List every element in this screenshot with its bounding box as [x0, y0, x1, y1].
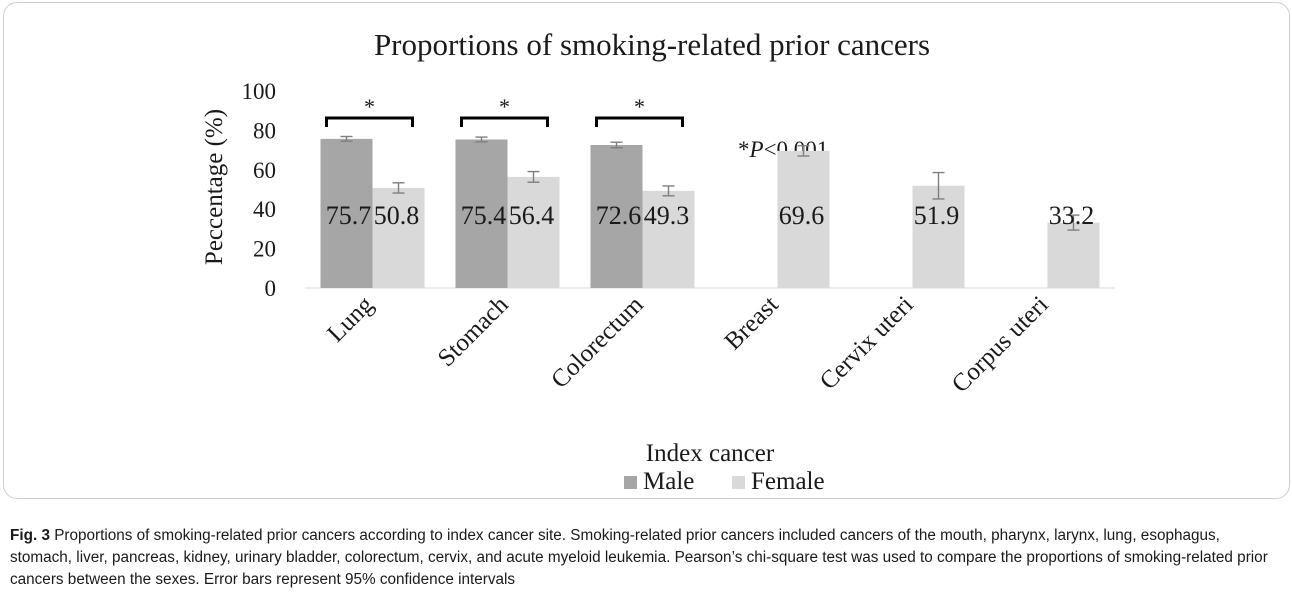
legend-label-female: Female [751, 468, 825, 495]
significance-marker: * [634, 94, 645, 119]
legend-label-male: Male [643, 468, 694, 495]
data-label-female: 33.2 [1049, 201, 1095, 230]
chart-title: Proportions of smoking-related prior can… [374, 27, 930, 62]
x-tick-label: Lung [322, 291, 379, 348]
legend-swatch-female [732, 476, 745, 489]
figure-caption: Fig. 3 Proportions of smoking-related pr… [10, 525, 1272, 591]
significance-marker: * [364, 94, 375, 119]
data-label-female: 56.4 [509, 201, 555, 230]
data-label-female: 69.6 [779, 201, 825, 230]
x-tick-label: Colorectum [546, 291, 649, 394]
y-tick-label: 60 [253, 158, 276, 183]
data-label-male: 75.7 [326, 201, 372, 230]
annotation-prefix: * [738, 137, 750, 162]
data-label-female: 49.3 [644, 201, 690, 230]
y-tick-label: 100 [242, 79, 277, 104]
bar-female [372, 187, 425, 288]
significance-marker: * [499, 94, 510, 119]
x-tick-label: Stomach [433, 291, 514, 372]
bar-female [1047, 222, 1100, 288]
bars-group: 75.7 50.8 * 75.4 56.4 * 72.6 49.3 * 69.6 51.9 33.2 [305, 94, 1115, 289]
caption-label: Fig. 3 [10, 527, 50, 544]
bar-female [777, 150, 830, 288]
bar-male [590, 144, 643, 288]
x-tick-label: Cervix uteri [815, 291, 919, 395]
bar-female [912, 185, 965, 288]
y-tick-label: 20 [253, 237, 276, 262]
bar-male [455, 139, 508, 288]
data-label-female: 50.8 [374, 201, 420, 230]
legend-swatch-male [624, 476, 637, 489]
x-axis-ticks: Lung Stomach Colorectum Breast Cervix uteri C… [322, 291, 1053, 398]
significance-bracket [325, 116, 414, 127]
legend: Male Female [624, 468, 825, 495]
significance-bracket [595, 116, 684, 127]
data-label-female: 51.9 [914, 201, 960, 230]
y-axis-label: Peccentage (%) [201, 109, 228, 265]
annotation-italic: P [749, 137, 764, 162]
data-label-male: 72.6 [596, 201, 642, 230]
caption-text: Proportions of smoking-related prior can… [10, 527, 1268, 588]
y-axis-ticks: 0 20 40 60 80 100 [242, 79, 277, 301]
bar-chart: Proportions of smoking-related prior can… [201, 27, 1115, 495]
bar-female [507, 176, 560, 288]
data-label-male: 75.4 [461, 201, 507, 230]
bar-male [320, 138, 373, 288]
y-tick-label: 0 [265, 276, 277, 301]
x-axis-label: Index cancer [646, 440, 775, 467]
significance-bracket [460, 116, 549, 127]
y-tick-label: 80 [253, 118, 276, 143]
x-tick-label: Breast [719, 291, 783, 355]
y-tick-label: 40 [253, 197, 276, 222]
x-tick-label: Corpus uteri [947, 291, 1054, 398]
bar-female [642, 190, 695, 288]
